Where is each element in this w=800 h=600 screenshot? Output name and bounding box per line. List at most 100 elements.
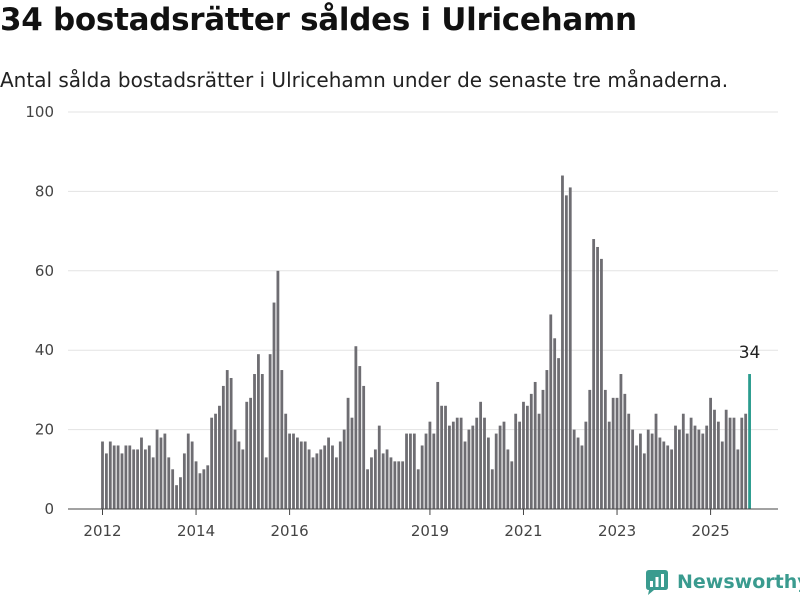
bar bbox=[280, 370, 284, 509]
bar bbox=[171, 469, 175, 509]
bar bbox=[615, 397, 619, 509]
bar bbox=[720, 441, 724, 509]
chart-subtitle: Antal sålda bostadsrätter i Ulricehamn u… bbox=[0, 68, 729, 92]
bar bbox=[206, 465, 210, 509]
bar bbox=[584, 421, 588, 509]
bar bbox=[307, 449, 311, 509]
bar bbox=[662, 441, 666, 509]
highlight-bar bbox=[748, 374, 751, 509]
bar bbox=[471, 425, 475, 509]
bar bbox=[105, 453, 108, 509]
y-tick-label: 40 bbox=[35, 341, 54, 359]
bar bbox=[502, 421, 506, 509]
bar bbox=[112, 445, 116, 509]
x-tick-label: 2025 bbox=[691, 522, 729, 540]
chart-title: 34 bostadsrätter såldes i Ulricehamn bbox=[0, 2, 637, 38]
y-tick-label: 80 bbox=[35, 182, 54, 200]
bar bbox=[451, 421, 455, 509]
bar bbox=[467, 429, 471, 509]
bar bbox=[490, 469, 494, 509]
bar bbox=[689, 417, 693, 509]
bar bbox=[631, 429, 635, 509]
bar bbox=[416, 469, 420, 509]
bar bbox=[428, 421, 432, 509]
bar bbox=[611, 397, 615, 509]
bar bbox=[214, 413, 217, 509]
bar bbox=[506, 449, 510, 509]
bar bbox=[268, 354, 272, 509]
bar bbox=[658, 437, 662, 509]
bar bbox=[432, 433, 436, 509]
bar bbox=[373, 449, 377, 509]
bar bbox=[124, 445, 128, 509]
bar bbox=[678, 429, 681, 509]
bar bbox=[136, 449, 139, 509]
bar bbox=[588, 389, 592, 509]
bar bbox=[358, 366, 362, 509]
bar bbox=[459, 417, 463, 509]
x-tick-label: 2023 bbox=[598, 522, 636, 540]
bar bbox=[642, 453, 646, 509]
bar bbox=[147, 445, 151, 509]
bar bbox=[455, 417, 459, 509]
bar bbox=[557, 358, 560, 509]
bar bbox=[397, 461, 401, 509]
bar bbox=[522, 401, 525, 509]
bar bbox=[389, 457, 393, 509]
bar bbox=[167, 457, 171, 509]
bar bbox=[705, 425, 709, 509]
bar bbox=[221, 385, 225, 509]
bar bbox=[666, 445, 670, 509]
bar bbox=[697, 429, 701, 509]
bar bbox=[483, 417, 486, 509]
bar bbox=[245, 401, 249, 509]
bar bbox=[533, 381, 537, 509]
bar bbox=[654, 413, 658, 509]
bar bbox=[623, 393, 627, 509]
bar bbox=[639, 433, 642, 509]
x-tick-label: 2021 bbox=[504, 522, 542, 540]
bar bbox=[650, 433, 654, 509]
axes: 0 20 40 60 80 100 2012 2014 2016 2019 2021 2023 2025 bbox=[25, 103, 778, 540]
bar bbox=[299, 441, 303, 509]
bar bbox=[549, 314, 553, 509]
bar bbox=[260, 374, 264, 509]
bar bbox=[716, 421, 720, 509]
y-tick-label: 100 bbox=[25, 103, 54, 121]
x-tick-label: 2019 bbox=[411, 522, 449, 540]
bar bbox=[592, 239, 596, 510]
bar bbox=[190, 441, 194, 509]
brand-logo[interactable]: Newsworthy bbox=[644, 568, 800, 596]
bar bbox=[276, 270, 280, 509]
bar bbox=[338, 441, 342, 509]
bar bbox=[315, 453, 319, 509]
bar bbox=[600, 258, 603, 509]
bar bbox=[674, 425, 677, 509]
bar bbox=[444, 405, 447, 509]
bar bbox=[151, 457, 155, 509]
bar bbox=[420, 445, 424, 509]
bar bbox=[327, 437, 330, 509]
bar bbox=[514, 413, 518, 509]
bar bbox=[529, 393, 533, 509]
bar bbox=[401, 461, 405, 509]
bar bbox=[564, 195, 568, 509]
bar bbox=[385, 449, 389, 509]
bar bbox=[619, 374, 623, 509]
bar bbox=[342, 429, 346, 509]
bar bbox=[175, 485, 178, 509]
bar bbox=[475, 417, 479, 509]
bar bbox=[350, 417, 354, 509]
bar bbox=[296, 437, 299, 509]
bar bbox=[693, 425, 697, 509]
bar bbox=[346, 397, 350, 509]
bar bbox=[603, 389, 607, 509]
bar bbox=[393, 461, 397, 509]
bar-series: 34 bbox=[101, 175, 760, 510]
bar bbox=[736, 449, 740, 509]
bar bbox=[685, 433, 689, 509]
bar bbox=[701, 433, 705, 509]
bar bbox=[537, 413, 541, 509]
bar bbox=[409, 433, 412, 509]
